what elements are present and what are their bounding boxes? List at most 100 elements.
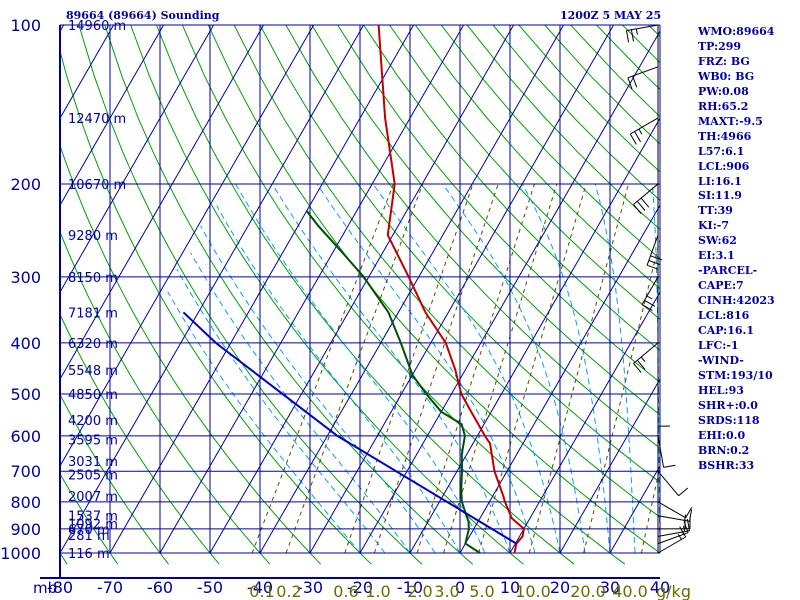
dewpoint-line (305, 210, 481, 554)
dry-adiabat-line (440, 25, 660, 260)
isotherm-line (309, 24, 615, 554)
height-label: 4850 m (68, 388, 118, 403)
index-item: EHI:0.0 (698, 428, 746, 442)
dry-adiabat-line (337, 25, 660, 384)
height-label: 670 m (68, 523, 110, 538)
height-label: 7181 m (68, 306, 118, 321)
wind-barb (633, 342, 659, 373)
pressure-tick-label: 200 (10, 175, 41, 194)
index-item: RH:65.2 (698, 99, 749, 113)
grid (40, 24, 661, 579)
moist-adiabat-line (200, 225, 436, 554)
pressure-tick-label: 600 (10, 427, 41, 446)
height-label: 12470 m (68, 112, 126, 127)
height-label: 3031 m (68, 455, 118, 470)
moist-adiabat-line (594, 183, 636, 554)
temperature-tick-label: -70 (97, 578, 123, 597)
wind-barb-flag (678, 487, 689, 497)
profile-series (182, 25, 525, 554)
height-label: 4200 m (68, 414, 118, 429)
mixing-ratio-label: 3.0 (434, 582, 459, 600)
wind-barb-flag (636, 359, 646, 370)
mixing-ratio-label: 20.0 (570, 582, 606, 600)
index-item: CAPE:7 (698, 279, 744, 293)
wind-barb (657, 435, 676, 468)
dry-adiabat-line (60, 49, 372, 565)
mixing-ratio-unit: g/kg (656, 582, 691, 600)
wind-barb (627, 66, 659, 90)
wind-barb (646, 234, 662, 270)
moist-adiabat-line (521, 183, 611, 554)
pressure-tick-label: 800 (10, 493, 41, 512)
wind-barb-flag (646, 264, 659, 270)
wind-barb-staff (657, 501, 686, 519)
height-label: 116 m (68, 547, 110, 562)
mixing-ratio-label: 10.0 (515, 582, 551, 600)
pressure-tick-label: 100 (10, 16, 41, 35)
index-item: EI:3.1 (698, 249, 735, 263)
mixing-ratio-label: 0.1 (249, 582, 274, 600)
wind-barb (641, 276, 659, 312)
dry-adiabat-line (389, 25, 660, 320)
temperature-tick-label: -40 (247, 578, 273, 597)
pressure-tick-label: 1000 (0, 544, 41, 563)
wind-barb-flag (632, 75, 638, 88)
mixing-ratio-line (528, 183, 629, 554)
index-item: TP:299 (698, 39, 742, 53)
wind-barb-flag (644, 299, 656, 307)
isotherm-line (509, 291, 661, 554)
index-item: SI:11.9 (698, 189, 742, 203)
isotherm-line (59, 24, 215, 293)
wind-barb-flag (633, 204, 642, 215)
height-label: 5548 m (68, 364, 118, 379)
moist-adiabat-line (167, 291, 361, 554)
index-item: SRDS:118 (698, 413, 760, 427)
height-label: 1092 m (68, 518, 118, 533)
isotherm-line (59, 24, 165, 206)
isotherm-line (209, 24, 515, 554)
wind-barb (629, 117, 659, 145)
wind-barb-staff (657, 532, 689, 545)
temperature-tick-label: -10 (397, 578, 423, 597)
wind-barb-flag (636, 200, 646, 211)
mixing-ratio-line (373, 183, 499, 554)
mixing-ratio-label: 40.0 (612, 582, 648, 600)
pressure-tick-label: 500 (10, 385, 41, 404)
temperature-tick-label: 40 (650, 578, 670, 597)
mixing-ratio-lines (251, 183, 660, 554)
index-item: BSHR:33 (698, 458, 755, 472)
dry-adiabat-line (78, 25, 423, 565)
dry-adiabat-line (60, 313, 220, 565)
mixing-ratio-line (251, 183, 394, 554)
mixing-ratio-label: 0.2 (276, 582, 301, 600)
temperature-tick-label: -20 (347, 578, 373, 597)
isotherm-line (59, 24, 115, 119)
dry-adiabat-line (130, 25, 524, 565)
wind-barb-flag (650, 255, 662, 261)
height-label: 3595 m (68, 434, 118, 449)
index-item: PW:0.08 (698, 84, 749, 98)
wind-barb-flag (685, 507, 693, 519)
index-item: LCL:816 (698, 309, 750, 323)
dry-adiabat-line (156, 25, 575, 565)
isotherm-line (259, 24, 565, 554)
mixing-ratio-label: 5.0 (469, 582, 494, 600)
index-item: STM:193/10 (698, 368, 773, 382)
wind-barb-flag (641, 304, 653, 312)
index-item: CINH:42023 (698, 294, 775, 308)
temperature-line (377, 25, 525, 554)
parcel-line (182, 311, 517, 545)
height-label: 10670 m (68, 178, 126, 193)
wind-barb (626, 24, 659, 43)
isotherm-line (59, 24, 365, 554)
wind-barb-flag (648, 260, 661, 266)
wind-barb-half-flag (677, 534, 682, 540)
wind-barb (657, 394, 670, 427)
dry-adiabat-line (60, 393, 169, 565)
wind-barb-flag (630, 29, 634, 42)
index-item: LFC:-1 (698, 339, 739, 353)
index-item: CAP:16.1 (698, 324, 755, 338)
wind-barb-flag (629, 133, 637, 145)
